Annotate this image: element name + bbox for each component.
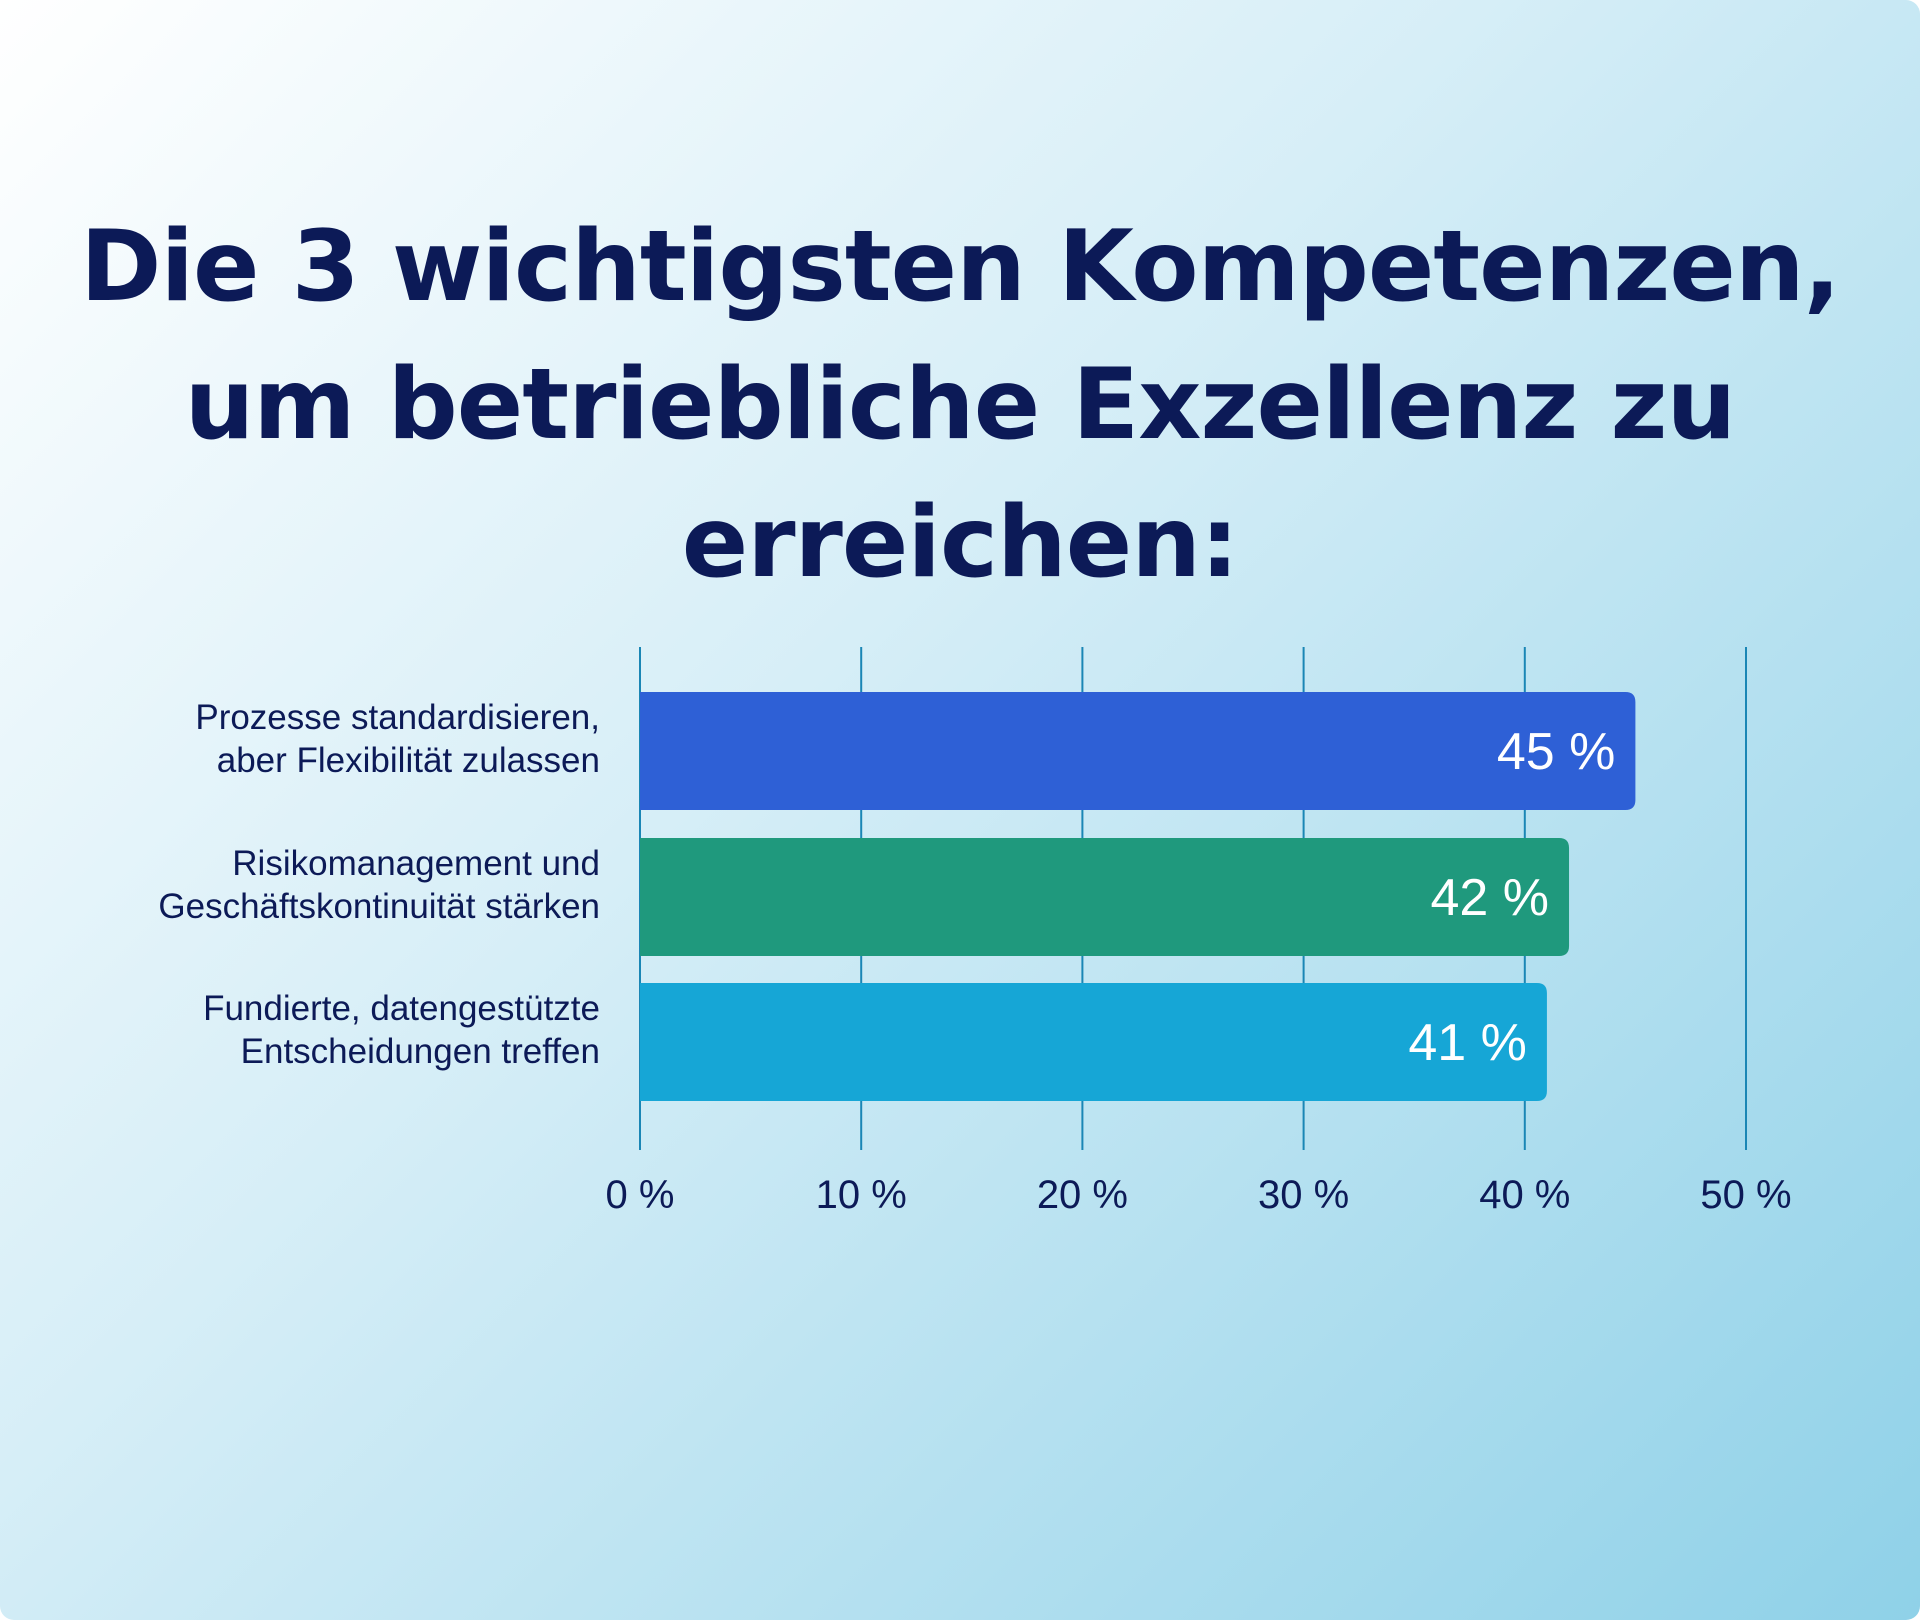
x-tick-label-0: 0 % bbox=[606, 1173, 675, 1217]
category-label-3-line-2: Entscheidungen treffen bbox=[241, 1032, 600, 1071]
title-line-1: Die 3 wichtigsten Kompetenzen, bbox=[80, 210, 1841, 324]
category-label-2-line-1: Risikomanagement und bbox=[232, 844, 600, 883]
bar-3 bbox=[640, 983, 1547, 1101]
x-tick-label-10: 10 % bbox=[816, 1173, 907, 1217]
category-label-1-line-2: aber Flexibilität zulassen bbox=[217, 741, 600, 780]
x-tick-label-40: 40 % bbox=[1479, 1173, 1570, 1217]
value-label-2: 42 % bbox=[1431, 869, 1550, 927]
x-tick-label-20: 20 % bbox=[1037, 1173, 1128, 1217]
bar-1 bbox=[640, 692, 1636, 810]
value-label-3: 41 % bbox=[1408, 1014, 1527, 1072]
category-label-3-line-1: Fundierte, datengestützte bbox=[203, 989, 600, 1028]
category-label-1-line-1: Prozesse standardisieren, bbox=[195, 698, 600, 737]
title-line-2: um betriebliche Exzellenz zu bbox=[184, 348, 1737, 462]
chart-title: Die 3 wichtigsten Kompetenzen, um betrie… bbox=[60, 198, 1860, 612]
category-label-2-line-2: Geschäftskontinuität stärken bbox=[158, 887, 600, 926]
x-tick-label-50: 50 % bbox=[1700, 1173, 1791, 1217]
x-tick-label-30: 30 % bbox=[1258, 1173, 1349, 1217]
bar-2 bbox=[640, 838, 1570, 956]
title-line-3: erreichen: bbox=[681, 486, 1239, 600]
value-label-1: 45 % bbox=[1497, 723, 1616, 781]
